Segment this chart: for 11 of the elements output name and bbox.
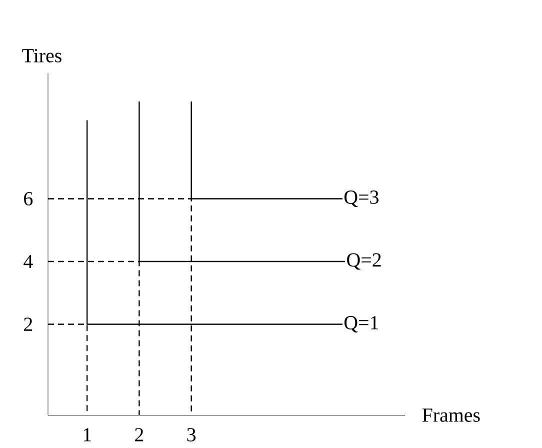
x-tick-label: 3 <box>187 428 196 442</box>
y-tick-label: 6 <box>24 192 33 206</box>
series-label: Q=1 <box>344 316 378 332</box>
y-tick-label: 4 <box>24 254 33 268</box>
y-tick-label: 2 <box>24 318 32 331</box>
x-axis-title: Frames <box>422 408 480 422</box>
x-tick-label: 1 <box>84 428 91 442</box>
series-label: Q=2 <box>347 253 381 270</box>
y-axis-title: Tires <box>22 48 62 62</box>
series-label: Q=3 <box>344 190 378 207</box>
x-tick-label: 2 <box>135 428 144 442</box>
